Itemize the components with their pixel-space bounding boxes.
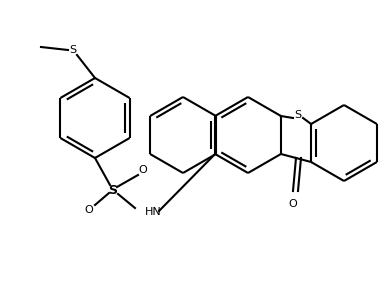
Text: HN: HN bbox=[145, 207, 162, 217]
Text: O: O bbox=[139, 165, 147, 175]
Text: O: O bbox=[289, 199, 297, 209]
Text: S: S bbox=[295, 110, 301, 120]
Text: O: O bbox=[85, 205, 93, 215]
Text: S: S bbox=[69, 45, 76, 55]
Text: S: S bbox=[108, 183, 117, 197]
